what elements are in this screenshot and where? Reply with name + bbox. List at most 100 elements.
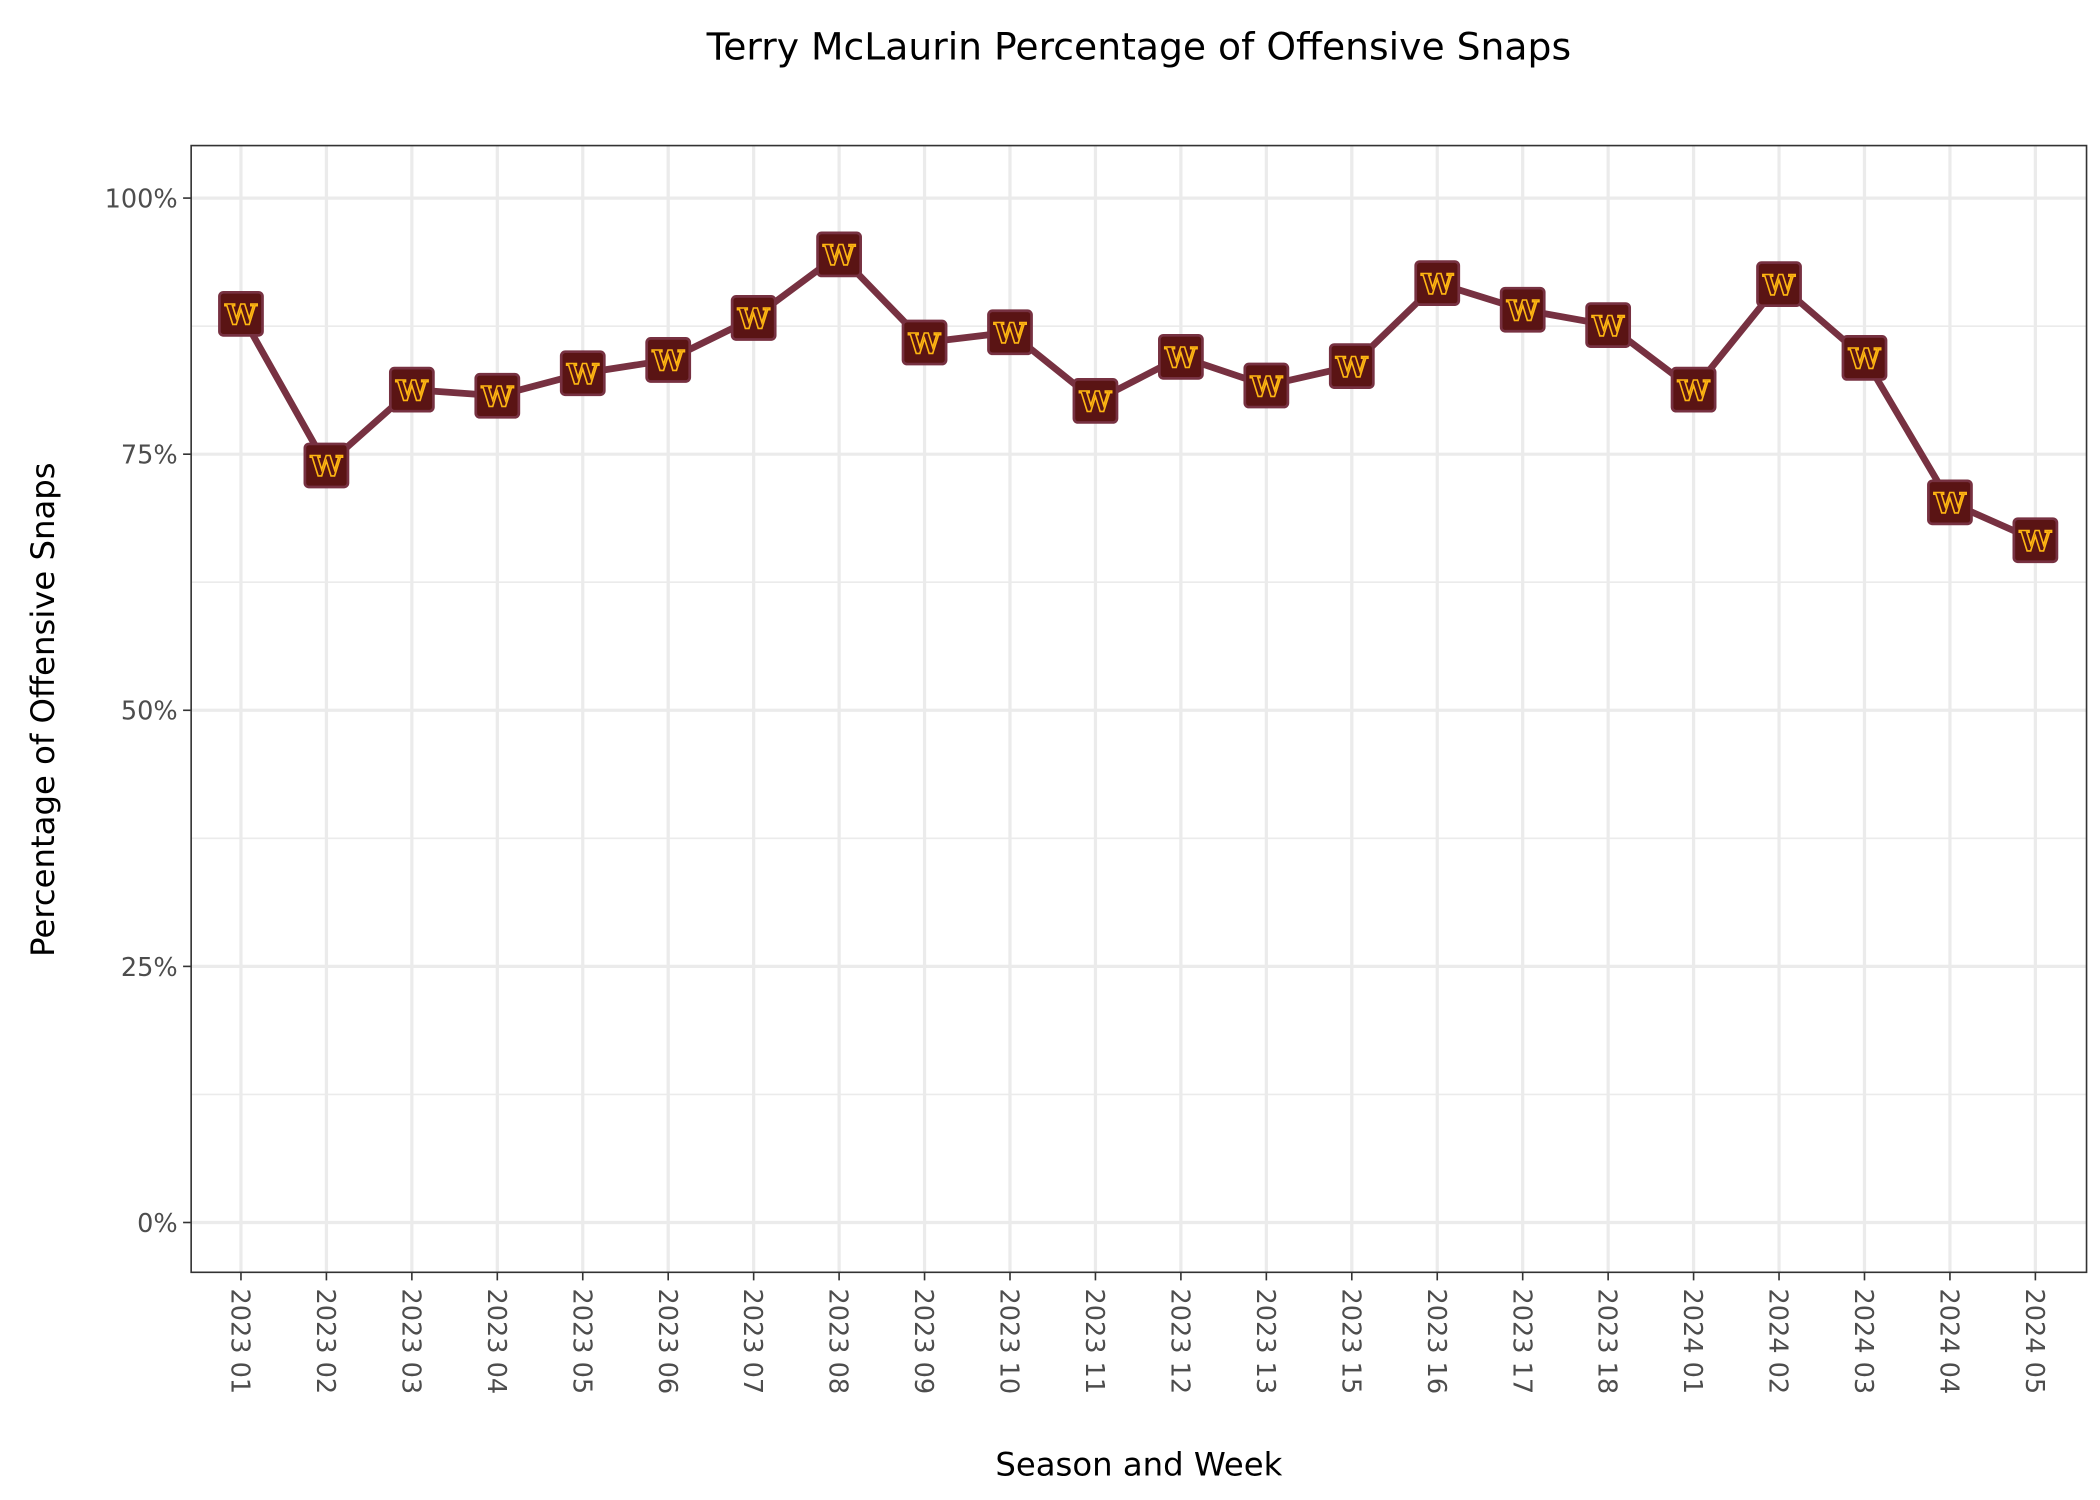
team-logo-letter: W xyxy=(737,302,771,336)
x-tick-label: 2023 15 xyxy=(1335,1288,1365,1394)
data-point-marker: W xyxy=(474,372,521,419)
y-tick-label: 25% xyxy=(121,953,178,983)
team-logo-letter: W xyxy=(1420,267,1454,301)
team-logo-marker xyxy=(1499,286,1546,333)
y-tick-label: 75% xyxy=(121,441,178,471)
x-tick-label: 2023 13 xyxy=(1250,1288,1280,1394)
x-tick-label: 2024 02 xyxy=(1763,1288,1793,1394)
data-point-marker: W xyxy=(1158,333,1204,380)
x-tick-label: 2023 03 xyxy=(395,1288,425,1394)
x-tick-label: 2024 04 xyxy=(1934,1288,1964,1394)
team-logo-marker xyxy=(388,366,435,413)
y-tick-label: 100% xyxy=(105,185,178,215)
data-point-marker: W xyxy=(303,442,350,489)
team-logo-marker xyxy=(1328,343,1375,389)
team-logo-marker xyxy=(1756,261,1802,308)
team-logo-marker xyxy=(1927,479,1973,526)
data-point-marker: W xyxy=(1927,479,1973,526)
team-logo-letter: W xyxy=(310,449,344,483)
data-point-marker: W xyxy=(559,350,606,397)
team-logo-letter: W xyxy=(1677,373,1711,407)
team-logo-marker xyxy=(1072,378,1119,424)
x-tick-label: 2023 05 xyxy=(566,1288,596,1394)
team-logo-letter: W xyxy=(993,316,1027,350)
data-point-marker: W xyxy=(987,309,1033,356)
team-logo-marker xyxy=(303,442,350,489)
team-logo-marker xyxy=(901,319,948,366)
markers: W W W W W W W W W W W W W W W W W W W W W W xyxy=(218,231,2059,564)
team-logo-marker xyxy=(218,290,264,337)
team-logo-letter: W xyxy=(1335,350,1369,384)
team-logo-marker xyxy=(1243,362,1290,409)
x-tick-label: 2023 06 xyxy=(652,1288,682,1394)
data-point-marker: W xyxy=(388,366,435,413)
x-tick-label: 2023 09 xyxy=(908,1288,938,1394)
team-logo-marker xyxy=(1670,366,1717,413)
data-point-marker: W xyxy=(1072,378,1119,424)
team-logo-marker xyxy=(645,337,692,383)
y-axis: 0% 25% 50% 75% 100% xyxy=(105,185,192,1239)
data-point-marker: W xyxy=(901,319,948,366)
chart-title: Terry McLaurin Percentage of Offensive S… xyxy=(706,24,1572,68)
team-logo-marker xyxy=(474,372,521,419)
team-logo-letter: W xyxy=(1848,342,1882,376)
data-point-marker: W xyxy=(1414,260,1461,306)
team-logo-marker xyxy=(1841,335,1888,381)
team-logo-marker xyxy=(1414,260,1461,306)
team-logo-marker xyxy=(559,350,606,397)
x-axis-label: Season and Week xyxy=(995,1446,1282,1484)
grid xyxy=(191,145,2087,1273)
team-logo-marker xyxy=(1585,302,1632,348)
x-axis: 2023 01 2023 02 2023 03 2023 04 2023 05 2023 … xyxy=(225,1272,2049,1394)
team-logo-marker xyxy=(987,309,1033,356)
x-tick-label: 2023 02 xyxy=(310,1288,340,1394)
team-logo-letter: W xyxy=(1164,341,1198,375)
team-logo-marker xyxy=(1158,333,1204,380)
data-point-marker: W xyxy=(816,231,862,278)
team-logo-letter: W xyxy=(908,326,942,360)
data-point-marker: W xyxy=(730,295,777,341)
x-tick-label: 2023 17 xyxy=(1506,1288,1536,1394)
team-logo-marker xyxy=(2012,517,2059,564)
team-logo-letter: W xyxy=(1762,268,1796,302)
team-logo-letter: W xyxy=(224,298,258,332)
x-tick-label: 2023 10 xyxy=(994,1288,1024,1394)
data-point-marker: W xyxy=(1243,362,1290,409)
team-logo-letter: W xyxy=(651,344,685,378)
data-point-marker: W xyxy=(1328,343,1375,389)
team-logo-letter: W xyxy=(1506,294,1540,328)
x-tick-label: 2023 07 xyxy=(737,1288,767,1394)
team-logo-letter: W xyxy=(1249,369,1283,403)
data-point-marker: W xyxy=(1756,261,1802,308)
team-logo-letter: W xyxy=(480,380,514,414)
x-tick-label: 2023 04 xyxy=(481,1288,511,1394)
x-tick-label: 2023 12 xyxy=(1164,1288,1194,1394)
y-tick-label: 0% xyxy=(137,1209,178,1239)
team-logo-letter: W xyxy=(566,357,600,391)
x-tick-label: 2023 01 xyxy=(225,1288,255,1394)
data-point-marker: W xyxy=(645,337,692,383)
team-logo-letter: W xyxy=(1079,385,1113,419)
data-point-marker: W xyxy=(1585,302,1632,348)
data-point-marker: W xyxy=(2012,517,2059,564)
x-tick-label: 2024 01 xyxy=(1677,1288,1707,1394)
x-tick-label: 2023 11 xyxy=(1079,1288,1109,1394)
y-axis-label: Percentage of Offensive Snaps xyxy=(24,462,62,957)
x-tick-label: 2024 03 xyxy=(1848,1288,1878,1394)
x-tick-label: 2024 05 xyxy=(2019,1288,2049,1394)
team-logo-marker xyxy=(816,231,862,278)
team-logo-letter: W xyxy=(1933,486,1967,520)
data-point-marker: W xyxy=(1670,366,1717,413)
team-logo-letter: W xyxy=(1591,309,1625,343)
data-point-marker: W xyxy=(1499,286,1546,333)
x-tick-label: 2023 08 xyxy=(823,1288,853,1394)
team-logo-marker xyxy=(730,295,777,341)
series-line-path xyxy=(238,251,2037,544)
panel-border xyxy=(190,144,2088,1274)
team-logo-letter: W xyxy=(822,238,856,272)
series-line xyxy=(238,251,2037,544)
team-logo-letter: W xyxy=(395,373,429,407)
data-point-marker: W xyxy=(1841,335,1888,381)
y-tick-label: 50% xyxy=(121,697,178,727)
